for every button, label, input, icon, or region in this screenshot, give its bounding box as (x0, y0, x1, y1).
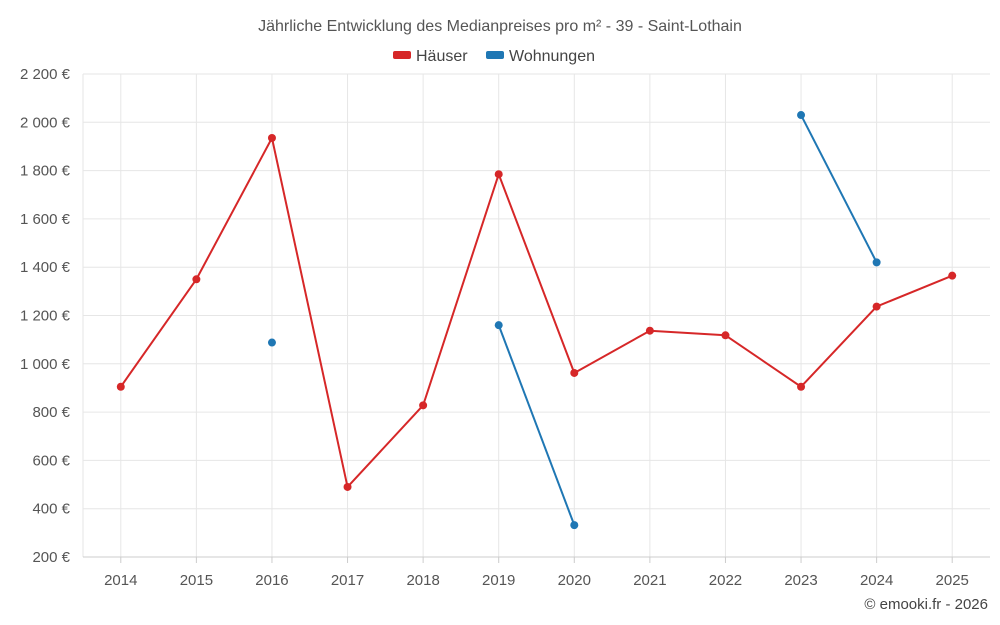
x-tick-label: 2022 (709, 572, 742, 589)
x-tick-label: 2019 (482, 572, 515, 589)
legend-item-haeuser[interactable]: Häuser (393, 48, 468, 65)
series-line-wohnungen (800, 114, 878, 263)
x-tick-label: 2024 (860, 572, 893, 589)
y-tick-label: 1 200 € (20, 308, 71, 325)
data-point-haeuser-2014[interactable] (116, 382, 125, 391)
x-tick-label: 2020 (558, 572, 591, 589)
y-tick-label: 400 € (32, 501, 70, 518)
data-point-haeuser-2018[interactable] (419, 401, 428, 410)
data-point-haeuser-2015[interactable] (192, 275, 201, 284)
data-point-haeuser-2025[interactable] (948, 271, 957, 280)
legend: Häuser Wohnungen (393, 48, 595, 65)
y-tick-label: 2 200 € (20, 66, 71, 83)
y-tick-label: 1 400 € (20, 259, 71, 276)
x-tick-label: 2016 (255, 572, 288, 589)
series-line-haeuser (119, 136, 953, 488)
legend-item-wohnungen[interactable]: Wohnungen (486, 48, 595, 65)
data-point-wohnungen-2020[interactable] (570, 521, 579, 530)
axes: 200 € 400 € 600 € 800 € 1 000 € 1 200 € 1 400 … (20, 66, 990, 589)
series (116, 111, 957, 530)
x-tick-label: 2014 (104, 572, 137, 589)
data-point-wohnungen-2024[interactable] (872, 258, 881, 267)
legend-label-wohnungen: Wohnungen (509, 48, 595, 65)
data-point-haeuser-2020[interactable] (570, 368, 579, 377)
legend-swatch-wohnungen (486, 51, 504, 59)
data-point-haeuser-2021[interactable] (645, 326, 654, 335)
data-point-haeuser-2016[interactable] (267, 133, 276, 142)
series-wohnungen (267, 111, 881, 530)
x-tick-label: 2018 (406, 572, 439, 589)
legend-label-haeuser: Häuser (416, 48, 468, 65)
x-tick-label: 2023 (784, 572, 817, 589)
data-point-haeuser-2019[interactable] (494, 170, 503, 179)
data-point-haeuser-2022[interactable] (721, 331, 730, 340)
data-point-haeuser-2024[interactable] (872, 302, 881, 311)
data-point-haeuser-2023[interactable] (797, 382, 806, 391)
y-tick-label: 1 000 € (20, 356, 71, 373)
y-tick-label: 1 800 € (20, 163, 71, 180)
grid (83, 73, 990, 558)
data-point-wohnungen-2023[interactable] (797, 111, 806, 120)
data-point-haeuser-2017[interactable] (343, 482, 352, 491)
y-tick-label: 600 € (32, 452, 70, 469)
data-point-wohnungen-2016[interactable] (267, 338, 276, 347)
x-tick-label: 2021 (633, 572, 666, 589)
data-point-wohnungen-2019[interactable] (494, 321, 503, 330)
y-tick-label: 800 € (32, 404, 70, 421)
x-tick-label: 2015 (180, 572, 213, 589)
credit-text: © emooki.fr - 2026 (864, 596, 988, 613)
x-tick-label: 2025 (936, 572, 969, 589)
x-tick-label: 2017 (331, 572, 364, 589)
y-tick-label: 2 000 € (20, 114, 71, 131)
chart-title: Jährliche Entwicklung des Medianpreises … (258, 18, 742, 35)
y-tick-label: 200 € (32, 549, 70, 566)
legend-swatch-haeuser (393, 51, 411, 59)
y-tick-label: 1 600 € (20, 211, 71, 228)
series-haeuser (116, 133, 957, 491)
series-line-wohnungen (497, 324, 576, 526)
